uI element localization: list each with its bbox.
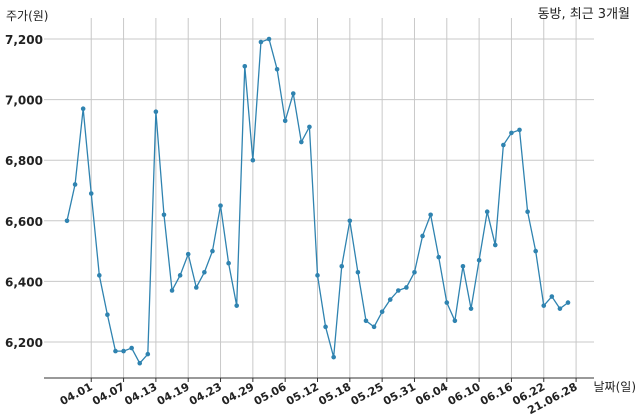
data-point — [331, 354, 336, 360]
data-point — [97, 273, 102, 278]
x-tick-label: 04.19 — [155, 380, 192, 408]
y-tick-label: 6,600 — [5, 215, 43, 229]
data-point — [557, 306, 563, 311]
data-point — [339, 263, 345, 269]
x-tick-label: 05.06 — [252, 380, 289, 408]
data-point — [541, 303, 547, 308]
data-point — [404, 285, 409, 290]
data-point — [436, 254, 442, 260]
x-tick-labels: 04.0104.0704.1304.1904.2304.2905.0605.12… — [58, 380, 580, 417]
y-tick-label: 7,000 — [5, 94, 43, 108]
data-point — [363, 318, 369, 324]
x-tick-label: 04.29 — [219, 380, 256, 408]
data-point — [509, 130, 514, 136]
data-point — [492, 242, 498, 248]
y-tick-label: 6,800 — [5, 154, 43, 168]
data-point — [396, 288, 401, 293]
data-point — [72, 182, 78, 187]
data-point — [193, 285, 199, 290]
x-tick-label: 05.18 — [316, 380, 353, 408]
data-point — [258, 39, 264, 45]
data-point — [299, 139, 304, 145]
x-tick-label: 05.31 — [381, 380, 418, 408]
data-point — [476, 257, 482, 263]
data-point — [371, 324, 377, 330]
x-tick-label: 06.16 — [478, 380, 515, 408]
data-point — [323, 324, 328, 330]
data-point — [412, 270, 417, 275]
price-points — [64, 36, 571, 366]
data-point — [105, 312, 110, 318]
data-point — [347, 218, 353, 224]
y-tick-label: 7,200 — [5, 33, 43, 47]
data-point — [525, 209, 530, 215]
data-point — [169, 288, 175, 293]
data-point — [460, 263, 466, 269]
data-point — [420, 233, 425, 239]
data-point — [565, 300, 571, 305]
data-point — [282, 118, 288, 124]
data-point — [185, 251, 191, 257]
data-point — [153, 109, 159, 115]
data-point — [113, 348, 118, 354]
data-point — [161, 212, 167, 218]
data-point — [242, 63, 248, 69]
chart-title: 동방, 최근 3개월 — [538, 7, 630, 22]
x-tick-label: 05.12 — [284, 380, 321, 408]
data-point — [484, 209, 490, 215]
data-point — [210, 248, 215, 254]
data-point — [177, 273, 183, 278]
data-point — [250, 157, 256, 163]
data-point — [452, 318, 458, 324]
y-tick-label: 6,200 — [5, 336, 43, 350]
y-tick-label: 6,400 — [5, 275, 43, 289]
data-point — [88, 191, 94, 196]
data-point — [218, 203, 223, 208]
y-axis-label: 주가(원) — [6, 9, 48, 23]
data-point — [315, 273, 320, 278]
data-point — [517, 127, 522, 133]
data-point — [444, 300, 450, 305]
x-tick-label: 04.01 — [58, 380, 95, 408]
data-point — [549, 294, 555, 299]
data-point — [64, 218, 70, 224]
data-point — [501, 142, 506, 148]
x-tick-label: 05.25 — [349, 380, 386, 408]
data-point — [226, 260, 231, 266]
data-point — [145, 351, 151, 357]
x-tick-label: 06.10 — [446, 380, 483, 408]
x-tick-label: 04.23 — [187, 380, 224, 408]
data-point — [290, 91, 296, 96]
data-point — [80, 106, 86, 111]
data-point — [121, 348, 126, 354]
x-tick-label: 04.13 — [122, 380, 159, 408]
data-point — [379, 309, 385, 315]
grid-lines — [44, 18, 594, 382]
data-point — [129, 345, 134, 351]
x-axis-label: 날짜(일) — [594, 380, 636, 394]
x-tick-label: 06.04 — [413, 380, 450, 408]
data-point — [355, 270, 361, 275]
data-point — [234, 303, 239, 308]
data-point — [137, 360, 143, 366]
data-point — [307, 124, 312, 130]
data-point — [387, 297, 393, 302]
x-tick-label: 04.07 — [90, 380, 127, 408]
data-point — [202, 270, 207, 275]
y-tick-labels: 6,200 6,400 6,600 6,800 7,000 7,200 — [5, 33, 43, 350]
data-point — [468, 306, 474, 311]
data-point — [274, 67, 280, 72]
data-point — [533, 248, 538, 254]
data-point — [428, 212, 433, 218]
data-point — [266, 36, 272, 42]
